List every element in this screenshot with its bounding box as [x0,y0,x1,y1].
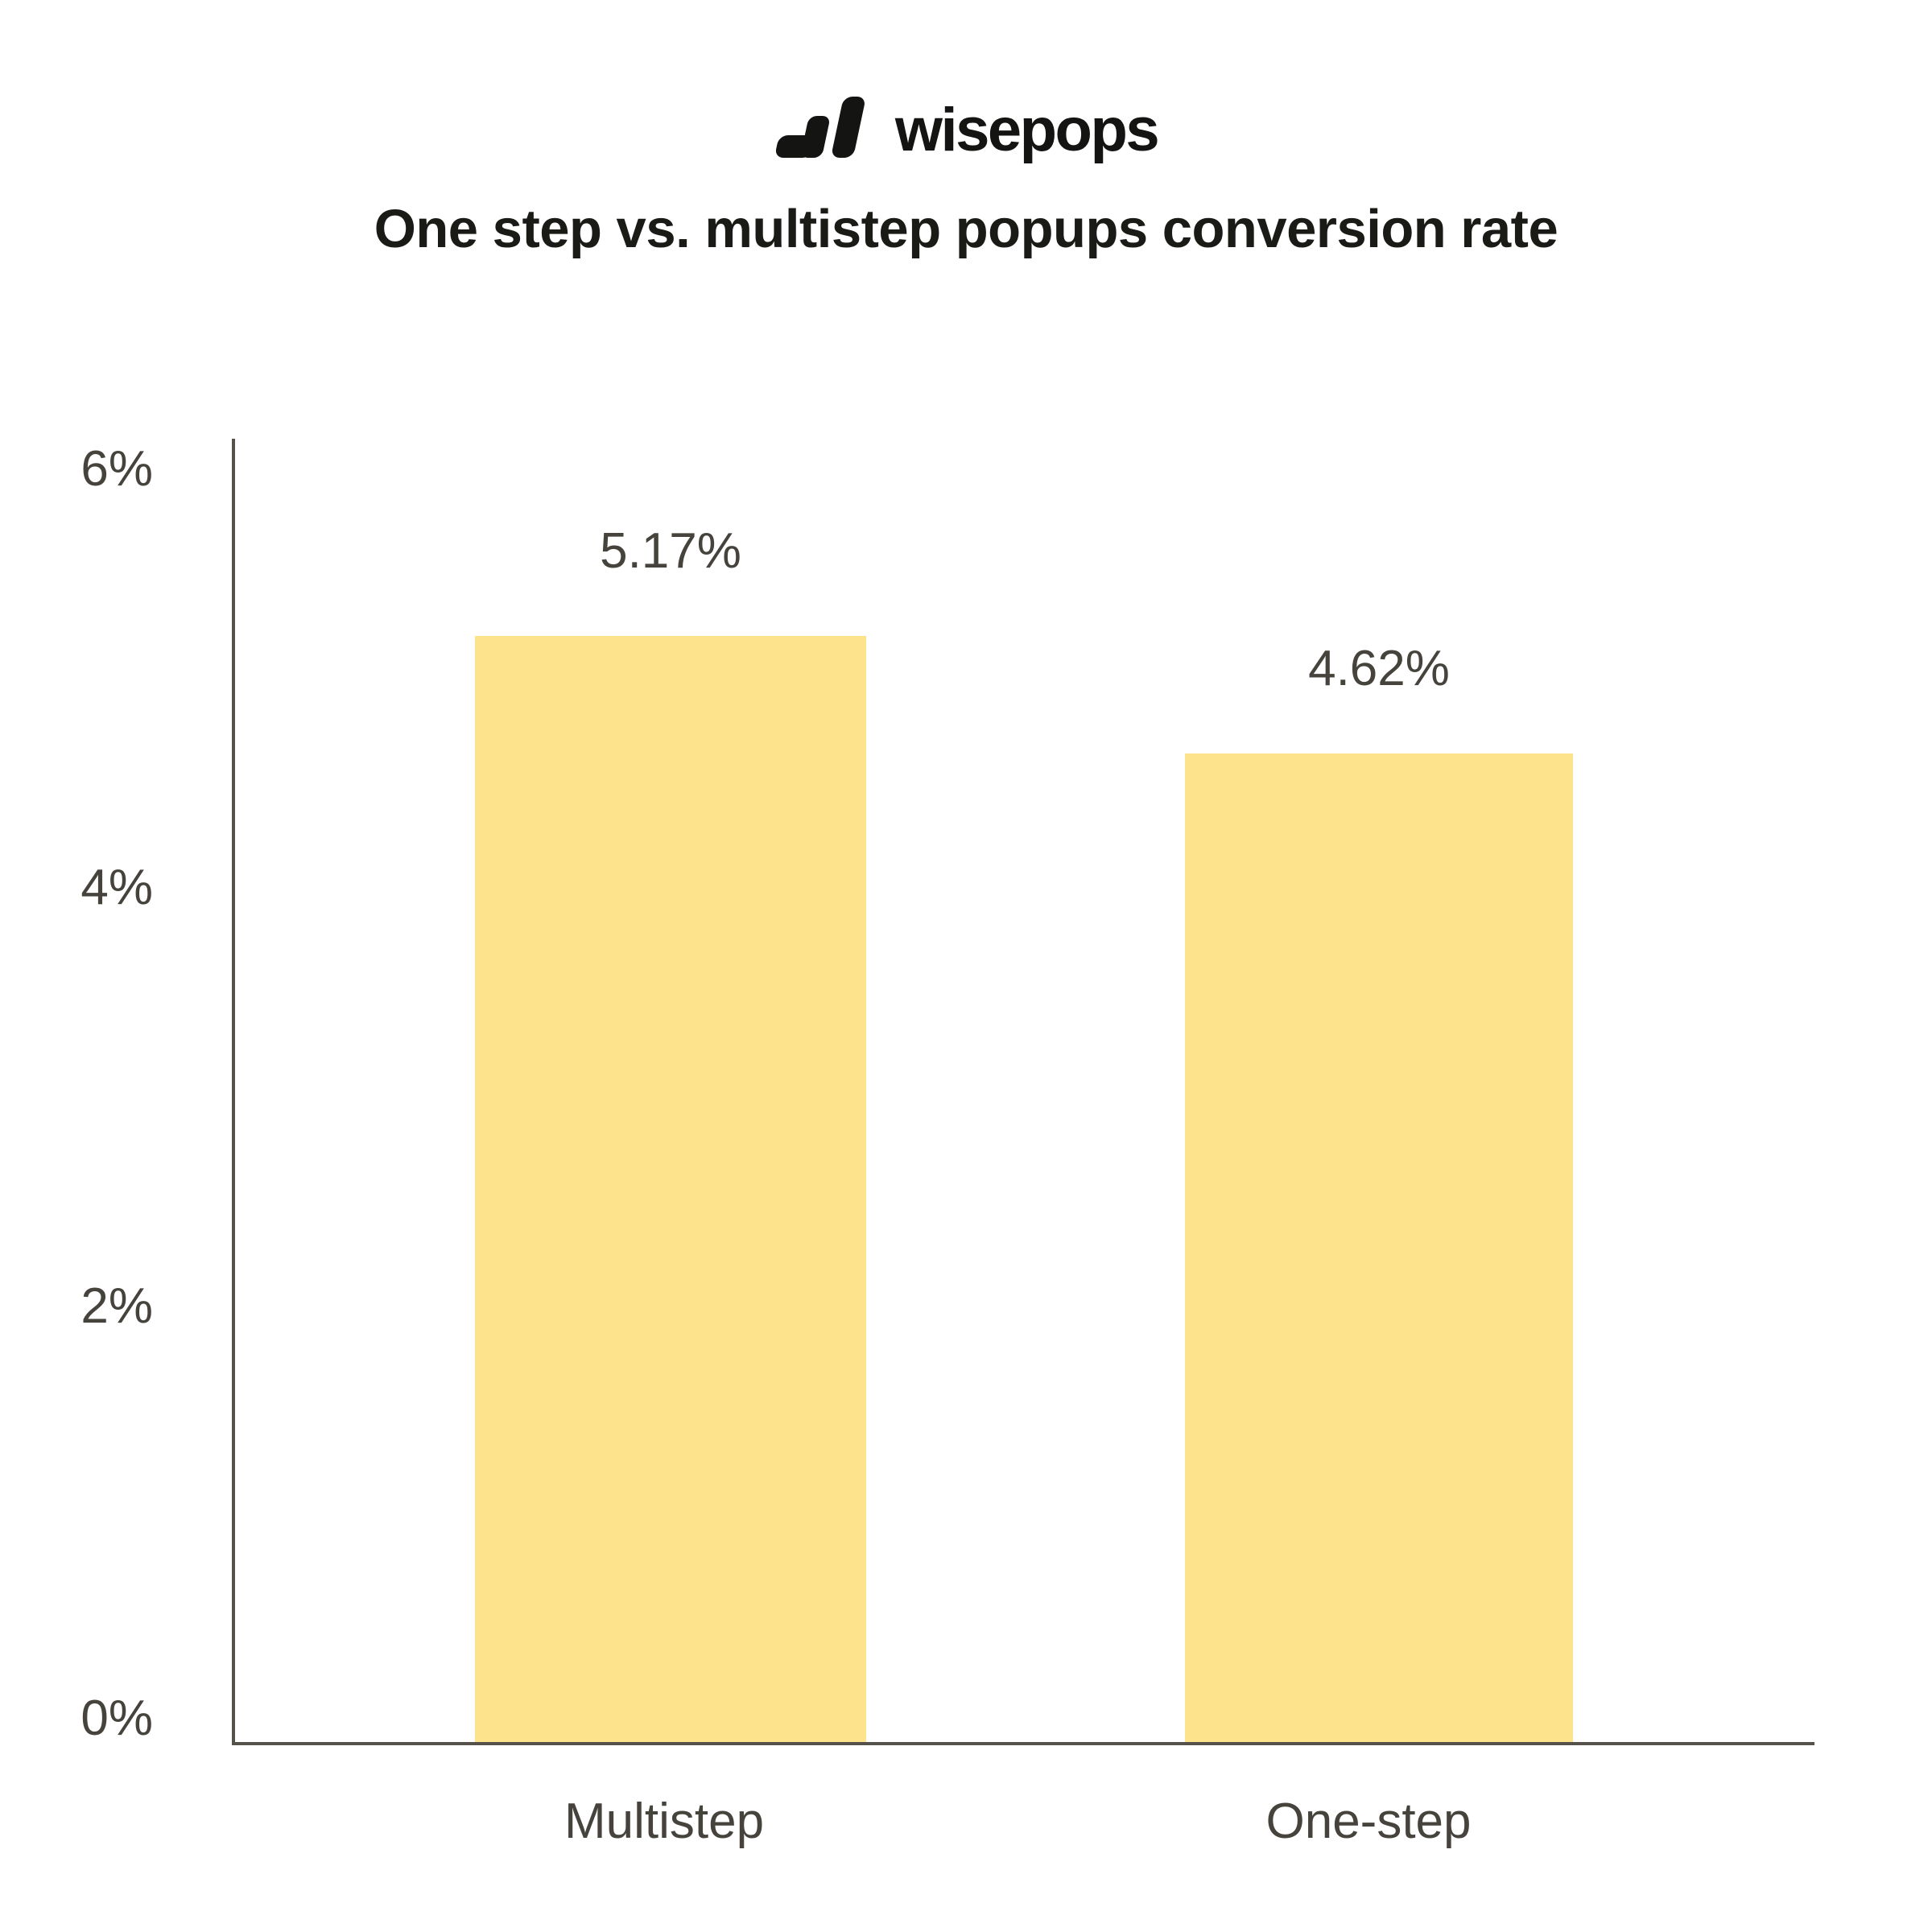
y-tick-2: 2% [80,1278,153,1334]
x-category-multistep: Multistep [564,1794,765,1849]
bar-value-multistep: 5.17% [600,522,741,579]
wisepops-logo-icon [775,97,865,158]
y-axis-line [232,439,235,1745]
bar-multistep [475,635,866,1742]
x-axis-line [232,1742,1814,1745]
logo-wordmark: wisepops [894,96,1160,164]
y-tick-4: 4% [80,860,153,915]
bar-value-one-step: 4.62% [1308,641,1450,696]
logo: wisepops [0,84,1932,167]
y-tick-0: 0% [80,1690,153,1746]
x-category-one-step: One-step [1265,1794,1472,1849]
y-tick-6: 6% [80,441,153,497]
bar-one-step [1185,753,1573,1742]
chart-title: One step vs. multistep popups conversion… [374,199,1558,259]
